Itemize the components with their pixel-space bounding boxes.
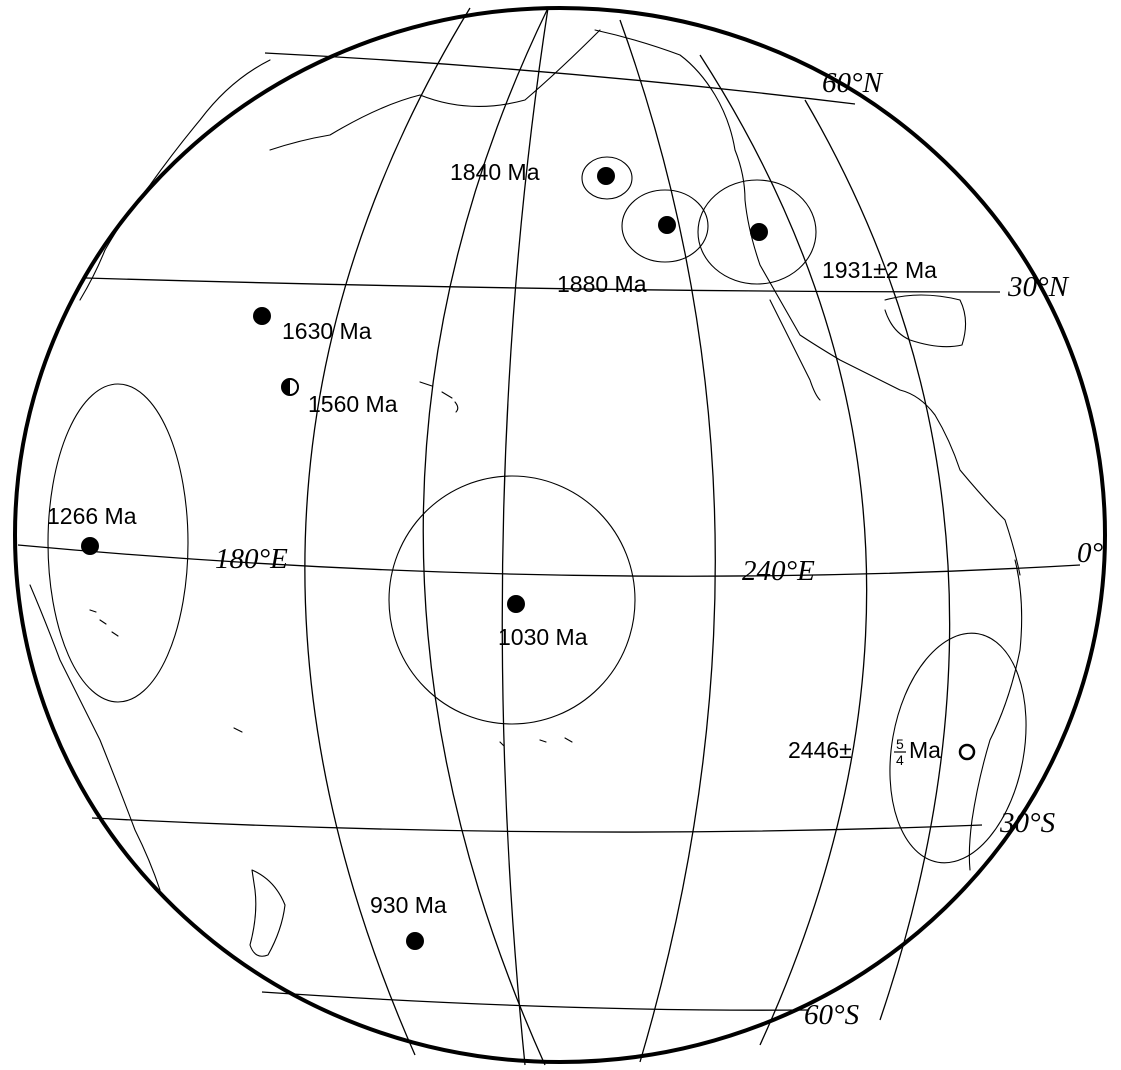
pole-marker-1266: [81, 537, 99, 555]
coast-australia-pacific: [29, 584, 161, 891]
graticule-labels: 60°N 30°N 0° 180°E 240°E 30°S 60°S: [215, 67, 1104, 1031]
ellipse-2446: [889, 632, 1027, 864]
globe-outline: [13, 6, 1107, 1064]
pole-marker-930: [406, 932, 424, 950]
longitude-line-e: [699, 54, 868, 1046]
longitude-line-a: [304, 7, 471, 1056]
pole-label-2446: 2446± 5 4 Ma: [788, 736, 941, 768]
pole-label-930: 930 Ma: [370, 892, 447, 918]
latitude-line-60s: [261, 991, 809, 1011]
pole-marker-1931: [750, 223, 768, 241]
coastlines: [29, 29, 1023, 957]
label-0: 0°: [1077, 537, 1104, 569]
pole-label-1266: 1266 Ma: [47, 503, 137, 529]
longitude-lines: [304, 7, 951, 1066]
ellipse-1030: [388, 475, 636, 725]
ellipse-1840: [581, 156, 633, 200]
latitude-line-60n: [264, 52, 856, 105]
coast-baja: [769, 299, 821, 401]
pole-marker-1030: [507, 595, 525, 613]
pole-label-2446-sup: 5: [896, 736, 904, 752]
longitude-line-c: [501, 7, 549, 1066]
latitude-line-30n: [85, 277, 1001, 293]
pole-label-2446-unit: Ma: [909, 737, 941, 763]
label-60s: 60°S: [804, 999, 860, 1031]
pole-labels: 1840 Ma 1880 Ma 1931±2 Ma 1630 Ma 1560 M…: [47, 159, 941, 918]
pole-label-1560: 1560 Ma: [308, 391, 398, 417]
error-ellipses: [47, 156, 1027, 864]
coast-new-zealand: [249, 869, 286, 957]
ellipse-1880: [621, 189, 709, 263]
pole-label-1630: 1630 Ma: [282, 318, 372, 344]
label-30n: 30°N: [1007, 271, 1070, 303]
longitude-line-f: [804, 99, 951, 1021]
pole-label-1030: 1030 Ma: [498, 624, 588, 650]
pole-label-1931: 1931±2 Ma: [822, 257, 937, 283]
pole-label-1840: 1840 Ma: [450, 159, 540, 185]
coast-north-america: [594, 29, 1021, 576]
coast-hawaii: [419, 381, 459, 413]
ellipse-1266: [47, 383, 189, 703]
coast-islands: [89, 609, 573, 747]
pole-marker-1840: [597, 167, 615, 185]
pole-markers: [81, 167, 976, 950]
latitude-lines: [17, 52, 1081, 1011]
pole-label-2446-main: 2446±: [788, 737, 852, 763]
pole-label-1880: 1880 Ma: [557, 271, 647, 297]
pole-marker-1880: [658, 216, 676, 234]
pole-marker-1560: [281, 378, 299, 396]
coast-asia: [79, 59, 271, 301]
coast-gulf-caribbean: [884, 294, 967, 348]
pole-marker-1630: [253, 307, 271, 325]
longitude-line-b: [422, 7, 549, 1066]
label-240e: 240°E: [742, 555, 815, 587]
latitude-line-30s: [91, 817, 983, 833]
longitude-line-d: [619, 19, 716, 1063]
pole-marker-2446: [958, 743, 976, 761]
coast-alaska-aleutians: [269, 29, 601, 151]
pole-label-2446-sub: 4: [896, 752, 904, 768]
latitude-line-0: [17, 544, 1081, 577]
label-60n: 60°N: [822, 67, 884, 99]
label-180e: 180°E: [215, 543, 288, 575]
coast-south-america: [968, 559, 1023, 871]
ellipse-1931: [697, 179, 817, 285]
